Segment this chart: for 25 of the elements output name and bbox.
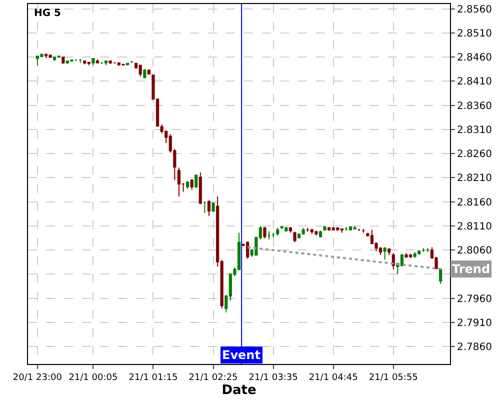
y-tick-label: 2.8060 [457, 246, 492, 257]
y-tick-label: 2.8160 [457, 197, 492, 208]
y-tick-label: 2.8110 [457, 221, 492, 232]
chart-title: HG 5 [34, 8, 62, 19]
x-tick-label: 20/1 23:00 [12, 372, 62, 383]
x-tick-label: 21/1 01:15 [128, 372, 178, 383]
y-tick-label: 2.8210 [457, 173, 492, 184]
y-tick-label: 2.8260 [457, 149, 492, 160]
x-tick-label: 21/1 04:45 [308, 372, 358, 383]
x-axis-title: Date [222, 382, 256, 398]
series-label: Trend [452, 262, 490, 276]
y-tick-label: 2.8310 [457, 124, 492, 136]
y-tick-label: 2.8560 [457, 4, 492, 16]
y-tick-label: 2.7910 [457, 318, 492, 329]
x-tick-label: 21/1 03:35 [248, 372, 298, 383]
x-tick-label: 21/1 02:25 [188, 372, 238, 383]
y-tick-label: 2.7860 [457, 342, 492, 354]
ref-line-label: Event [222, 348, 261, 362]
x-tick-label: 21/1 00:05 [68, 372, 118, 383]
y-tick-label: 2.8360 [457, 100, 492, 112]
x-tick-label: 21/1 05:55 [368, 372, 418, 383]
y-tick-label: 2.8460 [457, 52, 492, 64]
y-tick-label: 2.8510 [457, 28, 492, 40]
y-tick-label: 2.7960 [457, 294, 492, 305]
y-tick-label: 2.8410 [457, 76, 492, 88]
